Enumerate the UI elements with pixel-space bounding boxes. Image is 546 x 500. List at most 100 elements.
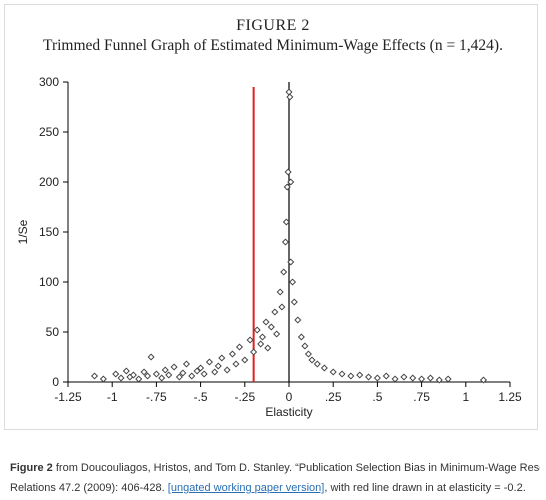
data-point (313, 360, 321, 368)
data-point (182, 360, 190, 368)
caption-text-1: from Doucouliagos, Hristos, and Tom D. S… (52, 462, 540, 474)
data-point (283, 183, 291, 191)
data-point (262, 318, 270, 326)
data-point (365, 373, 373, 381)
y-tick-label: 50 (46, 325, 60, 339)
data-point (338, 370, 346, 378)
data-point (418, 375, 426, 383)
data-point (382, 372, 390, 380)
figure-frame (4, 4, 538, 430)
funnel-plot: 0 50 100 150 200 250 300 -1.25 -1 -.75 -.5 -.25 0 .25… (16, 75, 522, 419)
data-point (188, 372, 196, 380)
data-point (329, 368, 337, 376)
data-point (214, 362, 222, 370)
data-point (308, 356, 316, 364)
working-paper-link[interactable]: [ungated working paper version] (167, 482, 325, 494)
caption-line-1: Figure 2 from Doucouliagos, Hristos, and… (10, 458, 540, 478)
data-point (170, 363, 178, 371)
data-point (99, 375, 107, 383)
x-tick-label: .75 (413, 390, 430, 404)
x-axis-label: Elasticity (265, 405, 312, 419)
data-point (147, 353, 155, 361)
x-tick-label: .25 (325, 390, 342, 404)
data-point (285, 88, 293, 96)
data-point (246, 336, 254, 344)
data-point (273, 330, 281, 338)
data-point (264, 344, 272, 352)
figure-caption: Figure 2 from Doucouliagos, Hristos, and… (10, 458, 540, 498)
data-point (435, 376, 443, 384)
data-point (286, 93, 294, 101)
data-point (289, 278, 297, 286)
data-point (241, 356, 249, 364)
caption-line-2: Relations 47.2 (2009): 406-428. [ungated… (10, 478, 540, 498)
data-point (373, 374, 381, 382)
data-point (135, 375, 143, 383)
data-point (253, 326, 261, 334)
caption-figure-label: Figure 2 (10, 462, 53, 474)
data-point (391, 375, 399, 383)
data-point (287, 258, 295, 266)
x-tick-label: 1.25 (498, 390, 522, 404)
data-point (129, 371, 137, 379)
data-point (200, 370, 208, 378)
data-point (205, 358, 213, 366)
data-point (235, 343, 244, 351)
y-tick-label: 250 (39, 125, 59, 139)
data-point (282, 218, 290, 226)
data-point (211, 368, 219, 376)
data-point (304, 350, 312, 358)
data-point (287, 178, 295, 186)
x-tick-label: 1 (462, 390, 469, 404)
data-point (165, 371, 173, 379)
y-tick-label: 200 (39, 175, 59, 189)
data-point (301, 342, 309, 350)
data-point (297, 333, 305, 341)
data-point (294, 316, 302, 324)
data-point (193, 367, 201, 375)
data-point (479, 376, 488, 384)
data-point (281, 238, 289, 246)
data-point (175, 373, 183, 381)
caption-text-2: Relations 47.2 (2009): 406-428. (10, 482, 168, 494)
data-point (117, 374, 125, 382)
data-point (409, 374, 417, 382)
data-point (347, 372, 355, 380)
data-point (276, 288, 284, 296)
data-point (144, 372, 152, 380)
data-point (271, 308, 279, 316)
data-point (161, 366, 169, 374)
data-point (152, 370, 160, 378)
data-point (90, 372, 99, 380)
data-point (290, 298, 298, 306)
data-point (112, 370, 120, 378)
data-point (179, 369, 187, 377)
data-point (223, 366, 231, 374)
figure-heading: FIGURE 2 (236, 17, 310, 34)
y-axis-label: 1/Se (16, 219, 30, 244)
data-point (197, 364, 205, 372)
data-point (400, 373, 408, 381)
data-point (158, 374, 166, 382)
x-tick-label: -1 (107, 390, 118, 404)
y-tick-label: 100 (39, 275, 59, 289)
x-tick-label: -.75 (146, 390, 167, 404)
data-point (284, 168, 292, 176)
x-tick-label: -.25 (234, 390, 255, 404)
data-point (426, 374, 434, 382)
x-tick-label: .5 (372, 390, 382, 404)
data-point (356, 371, 364, 379)
y-tick-label: 300 (39, 75, 59, 89)
figure-title: Trimmed Funnel Graph of Estimated Minimu… (43, 37, 503, 54)
y-tick-label: 150 (39, 225, 59, 239)
y-tick-label: 0 (52, 375, 59, 389)
data-point (258, 333, 267, 341)
data-point (280, 268, 288, 276)
data-point (250, 348, 258, 356)
caption-text-3: , with red line drawn in at elasticity =… (324, 482, 526, 494)
data-point (267, 323, 275, 331)
data-point (257, 340, 265, 348)
x-tick-label: -1.25 (54, 390, 82, 404)
data-point (278, 303, 286, 311)
data-point (122, 367, 130, 375)
